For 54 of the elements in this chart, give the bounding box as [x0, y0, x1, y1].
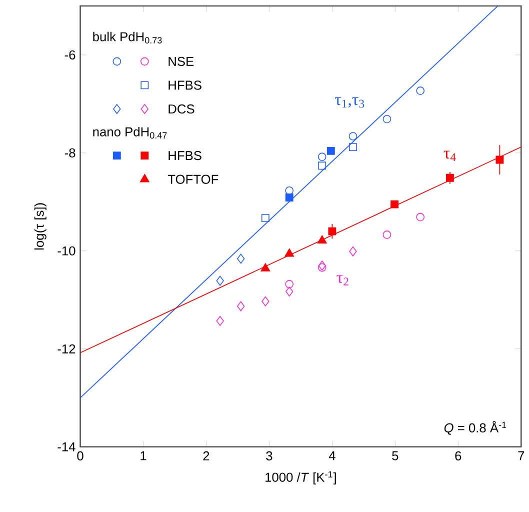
annotation: τ$_{1}$,τ$_{3}$: [334, 97, 364, 108]
point: [318, 263, 326, 272]
point: [237, 254, 245, 264]
point: [216, 276, 224, 286]
point: [328, 227, 336, 236]
y-tick-label: -8: [64, 148, 76, 158]
y-tick-label: -6: [64, 50, 76, 60]
point: [382, 114, 392, 124]
point: [317, 235, 327, 244]
point: [326, 146, 335, 155]
annotation: τ$_{2}$: [336, 275, 348, 286]
point: [416, 212, 425, 222]
point: [286, 286, 294, 296]
point: [348, 142, 357, 151]
annotation: τ$_{4}$: [444, 150, 456, 161]
annotation: Q = 0.8 Å$^{-1}$: [444, 420, 506, 435]
legend-label: HFBS: [168, 150, 202, 160]
x-tick-label: 3: [266, 451, 272, 460]
x-tick-label: 6: [455, 451, 462, 460]
point: [262, 296, 270, 306]
point: [260, 263, 270, 272]
point: [390, 200, 398, 208]
y-axis-title: log(τ [s]): [34, 203, 46, 250]
point: [348, 132, 358, 140]
point: [446, 174, 454, 182]
point: [496, 156, 504, 164]
x-tick-label: 2: [203, 451, 210, 460]
y-tick-label: -10: [58, 246, 76, 256]
point: [416, 86, 425, 95]
legend-label: TOFTOF: [168, 174, 218, 184]
x-tick-label: 4: [328, 451, 336, 460]
x-tick-label: 7: [518, 451, 524, 460]
point: [261, 214, 270, 222]
legend-label: HFBS: [168, 80, 202, 90]
point: [318, 152, 326, 161]
point: [382, 230, 392, 239]
legend-label: DCS: [168, 104, 194, 114]
y-tick-label: -14: [58, 442, 76, 452]
point: [285, 193, 294, 202]
x-tick-label: 0: [77, 451, 84, 460]
point: [216, 316, 224, 326]
y-tick-label: -12: [58, 344, 76, 354]
legend-label: NSE: [168, 56, 194, 66]
annotation: nano PdH$_{0.47}$: [93, 126, 167, 138]
point: [285, 280, 294, 288]
point: [349, 246, 357, 256]
point: [318, 162, 326, 170]
point: [318, 260, 326, 270]
point: [237, 301, 245, 312]
x-tick-label: 5: [392, 451, 398, 460]
point: [284, 248, 294, 257]
annotation: bulk PdH$_{0.73}$: [93, 32, 162, 44]
x-tick-label: 1: [140, 451, 146, 460]
x-axis-title: 1000 /T [K$^{-1}$]: [266, 471, 336, 484]
